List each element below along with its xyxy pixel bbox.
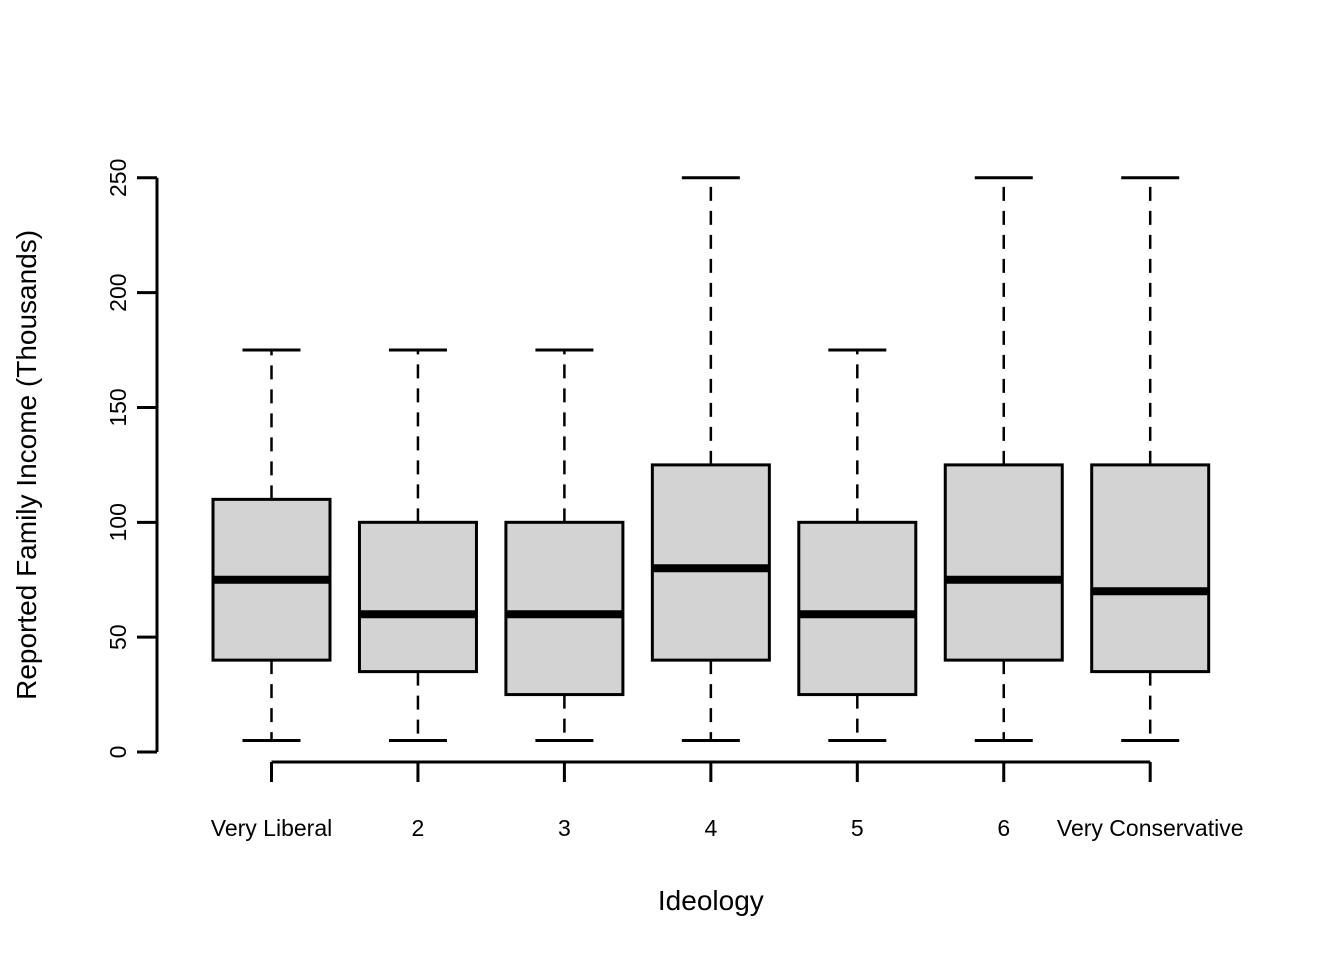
y-tick-label: 0: [105, 746, 131, 759]
x-tick-label: 2: [412, 815, 425, 841]
boxplot-group-7: [1090, 176, 1211, 743]
x-tick-label: 3: [558, 815, 571, 841]
boxplot-group-3: [504, 348, 625, 743]
x-axis-title: Ideology: [658, 885, 764, 916]
iqr-box: [1090, 463, 1211, 674]
x-tick-label: 5: [851, 815, 864, 841]
x-tick-label: 4: [704, 815, 717, 841]
boxplot-group-1: [211, 348, 332, 743]
iqr-box: [943, 463, 1064, 662]
iqr-box: [504, 520, 625, 697]
y-tick-label: 150: [105, 388, 131, 426]
y-tick-label: 200: [105, 273, 131, 311]
boxplot-group-6: [943, 176, 1064, 743]
x-tick-label: 6: [997, 815, 1010, 841]
iqr-box: [357, 520, 478, 674]
iqr-box: [797, 520, 918, 697]
y-tick-label: 250: [105, 159, 131, 197]
iqr-box: [650, 463, 771, 662]
x-tick-label: Very Liberal: [211, 815, 332, 841]
boxplot-group-4: [650, 176, 771, 743]
y-tick-label: 50: [105, 624, 131, 650]
x-tick-label: Very Conservative: [1057, 815, 1244, 841]
y-tick-label: 100: [105, 503, 131, 541]
boxplot-group-2: [357, 348, 478, 743]
boxplot-group-5: [797, 348, 918, 743]
y-axis-title: Reported Family Income (Thousands): [11, 230, 42, 700]
